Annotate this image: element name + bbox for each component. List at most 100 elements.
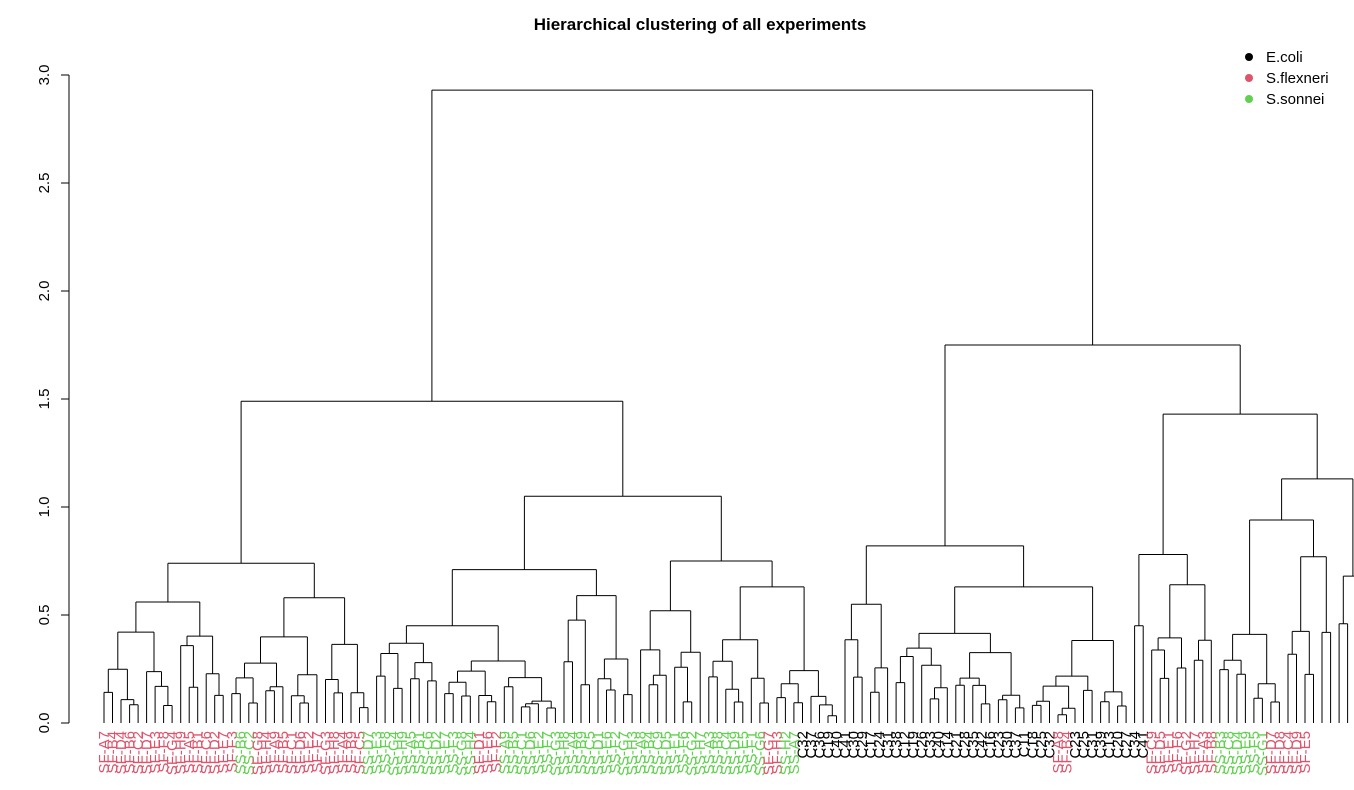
y-tick-label: 2.0 [36, 281, 53, 302]
dendrogram-branch [107, 668, 128, 700]
dendrogram-branch [523, 495, 722, 570]
dendrogram-branch [260, 636, 308, 675]
leaf-label: SF-G7 [760, 731, 777, 775]
leaf-label: C13 [1101, 731, 1118, 759]
leaf-label: SF-F6 [1169, 731, 1186, 773]
leaf-label: C31 [880, 731, 897, 759]
dendrogram-branch [921, 664, 942, 723]
dendrogram-branch [520, 706, 531, 723]
leaf-label: SS-A8 [633, 731, 650, 774]
leaf-label: SF-F8 [156, 731, 173, 773]
dendrogram-branch [240, 400, 624, 564]
leaf-label: SS-G3 [547, 731, 564, 776]
dendrogram-branch [733, 701, 744, 723]
dendrogram-branch [648, 684, 659, 723]
leaf-label: SF-D8 [1271, 731, 1288, 774]
dendrogram-branch [623, 694, 633, 723]
leaf-label: C41 [837, 731, 854, 759]
leaf-label: SS-B5 [505, 731, 522, 774]
dendrogram-branch [1134, 625, 1144, 723]
dendrogram-branch [1193, 659, 1204, 723]
dendrogram-branch [567, 619, 586, 685]
dendrogram-branch [1151, 649, 1165, 723]
dendrogram-branch [486, 701, 497, 723]
leaf-label: SF-A3 [1195, 731, 1212, 774]
leaf-label: SS-D1 [590, 731, 607, 775]
dendrogram-branch [780, 683, 799, 703]
leaf-label: SF-D7 [1263, 731, 1280, 774]
leaf-label: C39 [1093, 731, 1110, 759]
leaf-label: SF-C6 [198, 731, 215, 774]
dendrogram-branch [969, 652, 1012, 696]
dendrogram-branch [680, 651, 701, 723]
leaf-label: SF-E6 [479, 731, 496, 774]
leaf-label: SS-G2 [684, 731, 701, 776]
dendrogram-branch [188, 686, 199, 723]
y-tick-label: 0.0 [36, 713, 53, 734]
leaf-label: SF-D4 [113, 731, 130, 774]
leaf-label: SS-A5 [403, 731, 420, 774]
dendrogram-branch [1162, 413, 1318, 555]
dendrogram-branch [1321, 631, 1332, 723]
legend-label: S.sonnei [1266, 91, 1324, 108]
leaf-label: C37 [803, 731, 820, 759]
leaf-label: C18 [1024, 731, 1041, 759]
dendrogram-branch [1281, 478, 1354, 577]
y-tick-label: 0.5 [36, 605, 53, 626]
dendrogram-branch [478, 695, 493, 723]
leaf-label: SS-G1 [1254, 731, 1271, 776]
dendrogram-branch [461, 695, 471, 723]
dendrogram-branch [214, 694, 224, 723]
leaf-label: C25 [1076, 731, 1093, 759]
leaf-label: SF-C4 [1280, 731, 1297, 774]
dendrogram-branch [929, 698, 940, 723]
leaf-label: SF-A4 [334, 731, 351, 774]
leaf-label: SS-A9 [496, 731, 513, 774]
dendrogram-branch [934, 687, 948, 723]
leaf-label: C16 [982, 731, 999, 759]
y-axis: 0.0 0.5 1.0 1.5 2.0 2.5 3.0 [36, 65, 70, 734]
leaf-label: SF-A9 [266, 731, 283, 774]
dendrogram-branch [1159, 677, 1170, 723]
leaf-label: SF-D1 [471, 731, 488, 774]
dendrogram-branch [531, 700, 552, 708]
leaf-label: SS-B8 [709, 731, 726, 774]
dendrogram-branch [563, 661, 573, 723]
dendrogram-branch [850, 603, 882, 668]
dendrogram-branch [1287, 653, 1297, 723]
leaf-label: SS-C9 [650, 731, 667, 775]
dendrogram-branch [410, 678, 420, 723]
leaf-label: SS-E2 [530, 731, 547, 774]
leaf-label: C25 [1033, 731, 1050, 759]
leaf-label: SF-H9 [173, 731, 190, 774]
leaf-label: SF-C1 [283, 731, 300, 774]
y-tick-label: 1.0 [36, 497, 53, 518]
dendrogram-branch [1104, 691, 1123, 706]
dendrogram-branch [1036, 700, 1050, 723]
dendrogram-branch [674, 666, 688, 723]
leaf-label: SF-A8 [1050, 731, 1067, 774]
dendrogram-branch [235, 677, 254, 703]
dendrogram-branch [154, 685, 169, 723]
dendrogram-branch [1071, 640, 1114, 692]
dendrogram-branch [759, 702, 769, 723]
leaf-label: SS-H4 [462, 731, 479, 775]
dendrogram-branch [895, 682, 906, 723]
leaf-label: C26 [914, 731, 931, 759]
leaf-label: C30 [999, 731, 1016, 759]
dendrogram-branch [265, 690, 275, 723]
dendrogram-branch [899, 656, 914, 723]
dendrogram-branch [146, 671, 162, 723]
leaf-label: SF-D7 [139, 731, 156, 774]
dendrogram-branch [810, 695, 827, 723]
dendrogram-branch [444, 693, 454, 723]
leaf-label: SS-F3 [445, 731, 462, 774]
dendrogram-branch [431, 89, 1094, 402]
dendrogram-branch [853, 676, 863, 723]
dendrogram-branch [669, 560, 773, 611]
dendrogram-branch [870, 691, 880, 723]
leaf-label: SS-F7 [539, 731, 556, 774]
dendrogram-branch [652, 674, 667, 723]
legend-label: S.flexneri [1266, 70, 1329, 87]
dendrogram-branch [120, 699, 135, 723]
